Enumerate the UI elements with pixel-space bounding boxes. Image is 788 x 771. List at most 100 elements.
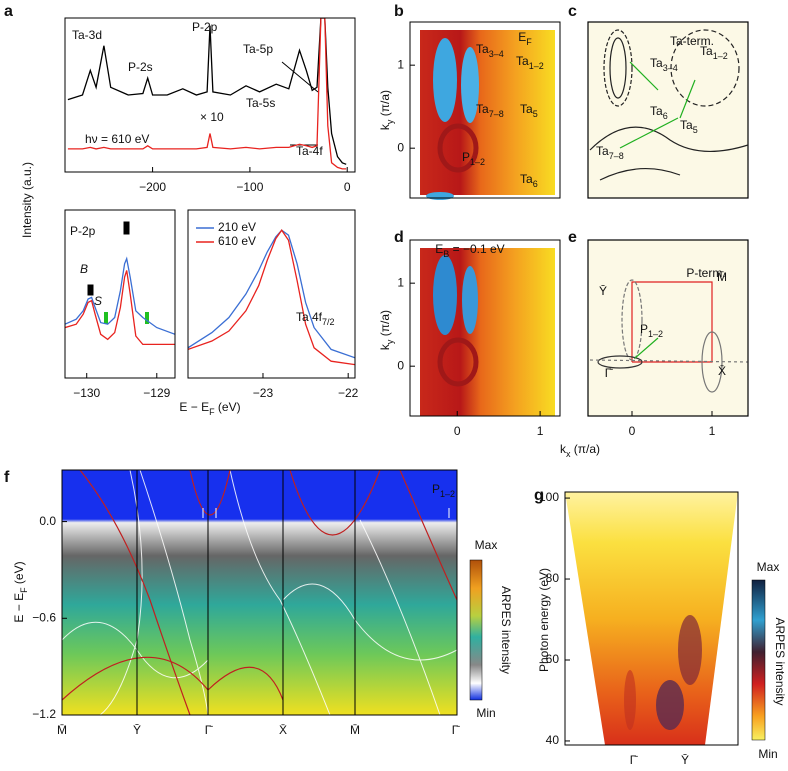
- y-tick-label: 40: [546, 733, 560, 747]
- annotation-part: Ta: [650, 104, 663, 118]
- annotation: X̄: [718, 364, 726, 378]
- annotation-part: 1–2: [529, 61, 544, 71]
- panel-title: EB = −0.1 eV: [435, 242, 504, 259]
- annotation: P-2p: [192, 20, 218, 34]
- panel-title-part: = −0.1 eV: [449, 242, 504, 256]
- x-tick-label: Γ̄: [630, 753, 639, 767]
- colorbar-f: [469, 559, 483, 701]
- y-axis-label-part: y: [385, 339, 395, 344]
- annotation-part: P: [462, 150, 470, 164]
- series-line: [65, 270, 175, 346]
- panel-title: EF: [518, 30, 532, 47]
- annotation-part: 1–2: [648, 329, 663, 339]
- y-tick-label: 0: [397, 358, 404, 372]
- colorbar-min: Min: [758, 747, 777, 761]
- y-axis-label-part: (eV): [12, 561, 26, 587]
- annotation-part: Ta: [476, 102, 489, 116]
- panel-label: c: [568, 3, 577, 20]
- annotation: P1–2: [640, 322, 663, 339]
- map-d: [420, 248, 555, 416]
- panel-label: f: [4, 469, 10, 486]
- plot-frame: [409, 239, 561, 417]
- annotation: Ta3–4: [476, 42, 504, 59]
- colorbar-label: ARPES intensity: [773, 617, 787, 705]
- y-axis-label-part: k: [378, 123, 392, 130]
- panel-label: d: [394, 229, 404, 246]
- annotation: Γ̄: [605, 366, 614, 380]
- annotation-part: Ta: [516, 54, 529, 68]
- annotation: Ta3–4: [650, 56, 678, 73]
- y-tick-label: 80: [546, 571, 560, 585]
- y-tick-label: 0.0: [39, 514, 56, 528]
- x-tick-label: −129: [143, 386, 170, 400]
- x-axis-label: E − EF (eV): [179, 400, 240, 417]
- x-tick-label: 1: [537, 424, 544, 438]
- x-axis-label: kx (π/a): [560, 442, 600, 459]
- annotation-part: 7/2: [322, 317, 335, 327]
- x-tick-label: −23: [253, 386, 274, 400]
- annotation: × 10: [200, 110, 224, 124]
- y-axis-label: ky (π/a): [378, 90, 395, 130]
- annotation: P1–2: [432, 482, 455, 499]
- x-tick-label: −100: [236, 180, 263, 194]
- annotation-part: 5: [533, 109, 538, 119]
- colorbar-g: [751, 579, 766, 741]
- plot-frame: [64, 209, 176, 379]
- annotation: P-2p: [70, 224, 96, 238]
- annotation: Ta-4f: [296, 144, 323, 158]
- y-tick-label: 60: [546, 652, 560, 666]
- y-axis-label-part: k: [378, 343, 392, 350]
- annotation-part: 6: [663, 111, 668, 121]
- x-tick-label: M̄: [57, 723, 67, 737]
- x-axis-label-part: x: [566, 449, 571, 459]
- panel-label: a: [4, 3, 13, 20]
- annotation: Ta-3d: [72, 28, 102, 42]
- annotation-part: 1–2: [440, 489, 455, 499]
- plot-frame: [587, 239, 749, 417]
- x-tick-label: X̄: [279, 723, 287, 737]
- annotation-part: 3–4: [489, 49, 504, 59]
- y-axis-label-part: (π/a): [378, 90, 392, 120]
- annotation-part: Ta: [476, 42, 489, 56]
- annotation-part: 5: [693, 125, 698, 135]
- plot-frame: [564, 491, 739, 746]
- y-tick-label: 0: [397, 140, 404, 154]
- annotation-part: Ta: [520, 102, 533, 116]
- x-tick-label: −130: [73, 386, 100, 400]
- panel-title-part: E: [518, 30, 526, 44]
- annotation-part: P: [432, 482, 440, 496]
- colorbar-min: Min: [476, 706, 495, 720]
- annotation-part: Ta: [650, 56, 663, 70]
- x-axis-label-part: (π/a): [570, 442, 600, 456]
- annotation: Ȳ: [599, 284, 607, 298]
- annotation-part: 1–2: [713, 51, 728, 61]
- map-f: [61, 469, 458, 716]
- y-axis-label: Intensity (a.u.): [20, 162, 34, 238]
- x-tick-label: Ȳ: [133, 723, 141, 737]
- x-tick-label: Ȳ: [681, 753, 689, 767]
- annotation-part: Ta 4f: [296, 310, 323, 324]
- annotation: B: [80, 262, 88, 276]
- panel-label: e: [568, 229, 577, 246]
- annotation: Ta6: [520, 172, 538, 189]
- series-line: [188, 229, 355, 366]
- panel-label: b: [394, 3, 404, 20]
- annotation-part: Ta: [520, 172, 533, 186]
- annotation: P1–2: [462, 150, 485, 167]
- annotation: Ta1–2: [700, 44, 728, 61]
- x-tick-label: 0: [344, 180, 351, 194]
- panel-label: g: [534, 487, 544, 504]
- panel-title-part: E: [435, 242, 443, 256]
- annotation-part: Ta: [596, 144, 609, 158]
- y-tick-label: 1: [397, 275, 404, 289]
- plot-frame: [61, 469, 458, 716]
- x-tick-label: Γ̄: [452, 723, 461, 737]
- series-line: [67, 18, 347, 165]
- y-tick-label: −1.2: [32, 707, 56, 721]
- x-axis-label-part: k: [560, 442, 567, 456]
- annotation: M̄: [717, 270, 727, 284]
- annotation: Ta7–8: [596, 144, 624, 161]
- y-axis-label-part: E − E: [12, 593, 26, 623]
- colorbar-label: ARPES intensity: [499, 586, 513, 674]
- annotation-part: Ta: [680, 118, 693, 132]
